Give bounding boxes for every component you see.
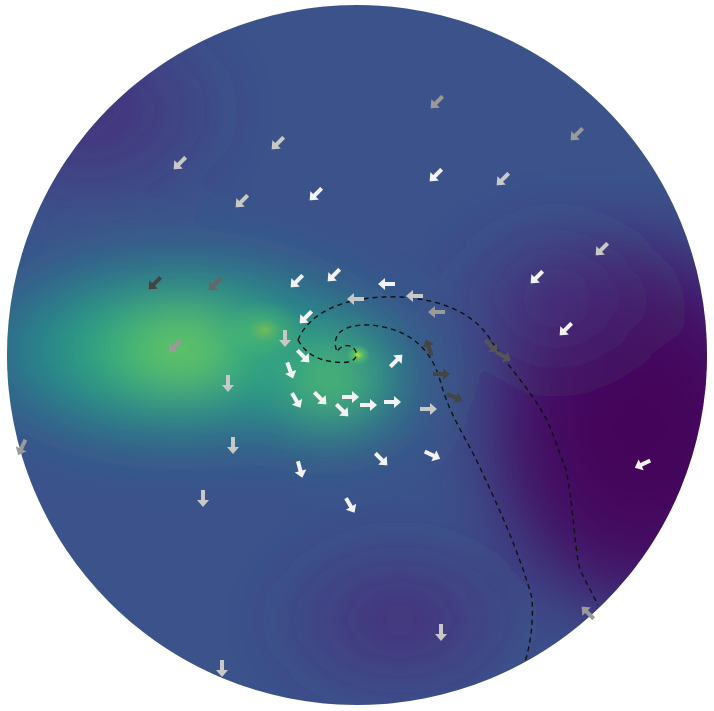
- vector-arrow: [15, 438, 28, 456]
- vector-arrow: [422, 339, 434, 357]
- vector-arrow: [222, 375, 234, 392]
- vector-arrow: [312, 390, 327, 405]
- vector-arrow: [429, 167, 444, 182]
- vector-arrow: [327, 267, 342, 282]
- vector-arrow: [595, 241, 610, 256]
- vector-arrow: [148, 275, 163, 290]
- vector-arrow: [360, 399, 377, 411]
- vector-arrow: [347, 293, 364, 305]
- vector-arrow: [344, 497, 357, 513]
- vector-arrow: [423, 449, 441, 462]
- vector-arrow: [384, 396, 401, 408]
- vector-arrow: [570, 126, 585, 141]
- vector-arrow: [433, 368, 450, 380]
- vector-arrow: [299, 309, 314, 324]
- vector-arrow: [445, 392, 463, 404]
- vector-arrow: [197, 490, 209, 507]
- vector-arrow: [285, 361, 297, 379]
- vector-arrow: [483, 338, 498, 353]
- vector-arrow: [271, 135, 286, 150]
- vector-arrow: [235, 193, 250, 208]
- vector-arrow: [279, 330, 291, 347]
- vector-arrow: [290, 273, 305, 288]
- vector-arrow: [216, 660, 228, 677]
- vector-arrow: [295, 348, 310, 363]
- vector-arrow: [334, 402, 349, 417]
- vector-arrow: [428, 306, 445, 318]
- vector-arrow: [373, 451, 388, 466]
- vector-arrow: [406, 290, 423, 302]
- vector-field: [15, 94, 652, 677]
- vector-arrow: [388, 354, 403, 369]
- vector-arrow: [495, 350, 511, 363]
- vector-arrow: [559, 321, 574, 336]
- vector-arrow: [430, 94, 445, 109]
- vector-arrow: [173, 155, 188, 170]
- vector-arrow: [420, 403, 437, 415]
- contour-inner: [297, 324, 534, 663]
- vector-arrow: [227, 437, 239, 454]
- vector-arrow: [294, 460, 307, 478]
- vector-arrow: [309, 186, 324, 201]
- vector-arrow: [168, 338, 183, 353]
- vector-arrow: [581, 606, 596, 621]
- vector-arrow: [342, 391, 359, 403]
- vector-arrow: [378, 278, 395, 290]
- vector-arrow: [530, 269, 545, 284]
- vector-arrow: [208, 276, 223, 291]
- vector-arrow: [435, 624, 447, 641]
- vector-arrow: [496, 171, 511, 186]
- vector-arrow: [290, 392, 303, 408]
- vector-arrow: [634, 458, 652, 471]
